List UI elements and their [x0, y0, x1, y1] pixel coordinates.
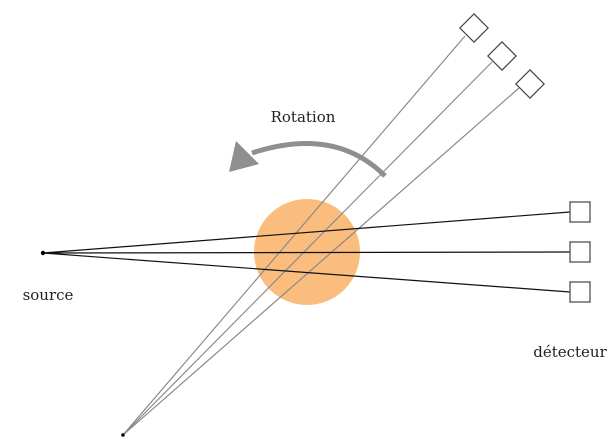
current-projection [42, 201, 591, 303]
rotated-detector-cell [515, 69, 545, 99]
rotation-label: Rotation [271, 108, 336, 126]
detector-label: détecteur [533, 343, 607, 361]
detector-cell [569, 281, 591, 303]
rotation-arc [251, 141, 387, 178]
source-point [40, 250, 46, 256]
rotated-detector-cell [487, 41, 517, 71]
rotation-arrow [229, 141, 387, 178]
detector-cell [569, 241, 591, 263]
rotated-source-point [121, 433, 125, 437]
rotated-projection [122, 13, 545, 436]
source-label: source [23, 286, 74, 304]
rotated-ray [122, 61, 493, 436]
current-ray [42, 251, 571, 254]
current-ray [42, 211, 571, 254]
rotated-ray [122, 35, 466, 436]
rotated-ray [122, 87, 520, 436]
rotated-detector-cell [459, 13, 489, 43]
current-ray [42, 252, 571, 293]
rotation-arrowhead-icon [229, 141, 259, 172]
detector-cell [569, 201, 591, 223]
